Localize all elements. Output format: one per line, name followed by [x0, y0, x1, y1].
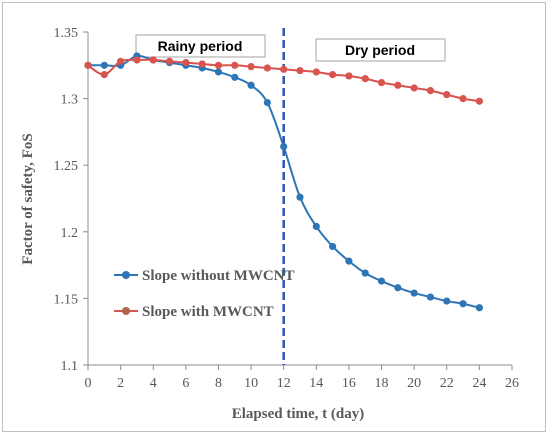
- data-point: [296, 67, 304, 75]
- series-layer: [84, 52, 483, 312]
- data-point: [149, 56, 157, 64]
- data-point: [247, 81, 255, 89]
- data-point: [214, 61, 223, 69]
- x-tick-label: 12: [277, 376, 291, 391]
- x-tick-label: 10: [244, 376, 258, 391]
- x-tick-label: 20: [407, 376, 421, 391]
- dry-period-text: Dry period: [345, 42, 415, 58]
- data-point: [133, 56, 141, 64]
- data-point: [475, 97, 483, 105]
- rainy-period-label: Rainy period: [135, 34, 266, 58]
- data-point: [100, 61, 108, 69]
- data-point: [312, 222, 320, 231]
- y-tick-label: 1.3: [61, 93, 79, 108]
- data-point: [231, 61, 239, 69]
- data-point: [361, 269, 369, 277]
- data-point: [182, 59, 190, 67]
- x-axis-title: Elapsed time, t (day): [232, 406, 365, 422]
- data-point: [377, 277, 386, 285]
- data-point: [410, 289, 418, 297]
- x-tick-label: 18: [375, 376, 389, 391]
- data-point: [361, 75, 369, 83]
- data-point: [394, 284, 402, 292]
- data-point: [475, 304, 483, 312]
- data-point: [198, 60, 206, 68]
- data-point: [426, 87, 435, 95]
- x-tick-label: 22: [440, 376, 454, 391]
- dry-period-label: Dry period: [315, 38, 446, 62]
- data-point: [231, 73, 239, 81]
- x-tick-label: 14: [309, 376, 323, 391]
- y-tick-label: 1.2: [61, 226, 79, 241]
- x-tick-label: 26: [505, 376, 519, 391]
- data-point: [459, 95, 467, 103]
- legend-item-without: Slope without MWCNT: [114, 268, 295, 284]
- y-tick-label: 1.1: [61, 359, 79, 374]
- data-point: [247, 63, 255, 71]
- y-tick-label: 1.15: [54, 292, 79, 307]
- chart-frame: [2, 2, 546, 432]
- data-point: [345, 257, 353, 265]
- data-point: [263, 98, 271, 107]
- x-tick-label: 16: [342, 376, 356, 391]
- x-tick-labels: 0 2 4 6 8 10 12 14 16 18 20 22 24 26: [85, 365, 519, 391]
- data-point: [345, 72, 353, 80]
- legend-label-with: Slope with MWCNT: [142, 304, 274, 320]
- legend-label-without: Slope without MWCNT: [142, 268, 295, 284]
- data-point: [443, 297, 451, 305]
- x-tick-label: 4: [150, 376, 157, 391]
- data-point: [263, 64, 271, 72]
- y-tick-label: 1.25: [54, 159, 79, 174]
- x-tick-label: 24: [472, 376, 486, 391]
- axes: [87, 32, 512, 366]
- data-point: [410, 84, 418, 92]
- data-point: [100, 71, 108, 79]
- y-tick-label: 1.35: [54, 26, 79, 41]
- series-with-mwcnt: [84, 56, 483, 105]
- x-tick-label: 6: [182, 376, 189, 391]
- rainy-period-text: Rainy period: [158, 38, 243, 54]
- data-point: [426, 293, 435, 301]
- x-tick-label: 0: [85, 376, 92, 391]
- data-point: [165, 57, 174, 65]
- legend: Slope without MWCNT Slope with MWCNT: [114, 268, 295, 320]
- data-point: [329, 71, 337, 79]
- data-point: [459, 300, 467, 308]
- data-point: [377, 79, 386, 87]
- x-tick-label: 8: [215, 376, 222, 391]
- data-point: [443, 91, 451, 99]
- y-tick-labels: 1.1 1.15 1.2 1.25 1.3 1.35: [54, 26, 88, 374]
- data-point: [214, 68, 223, 76]
- data-point: [280, 65, 288, 73]
- data-point: [312, 68, 320, 76]
- data-point: [329, 242, 337, 251]
- data-point: [296, 193, 304, 201]
- data-point: [394, 81, 402, 89]
- data-point: [117, 57, 125, 65]
- y-axis-title: Factor of safety, FoS: [20, 133, 36, 264]
- data-point: [280, 142, 288, 151]
- legend-item-with: Slope with MWCNT: [114, 304, 274, 320]
- data-point: [84, 61, 92, 69]
- x-tick-label: 2: [117, 376, 124, 391]
